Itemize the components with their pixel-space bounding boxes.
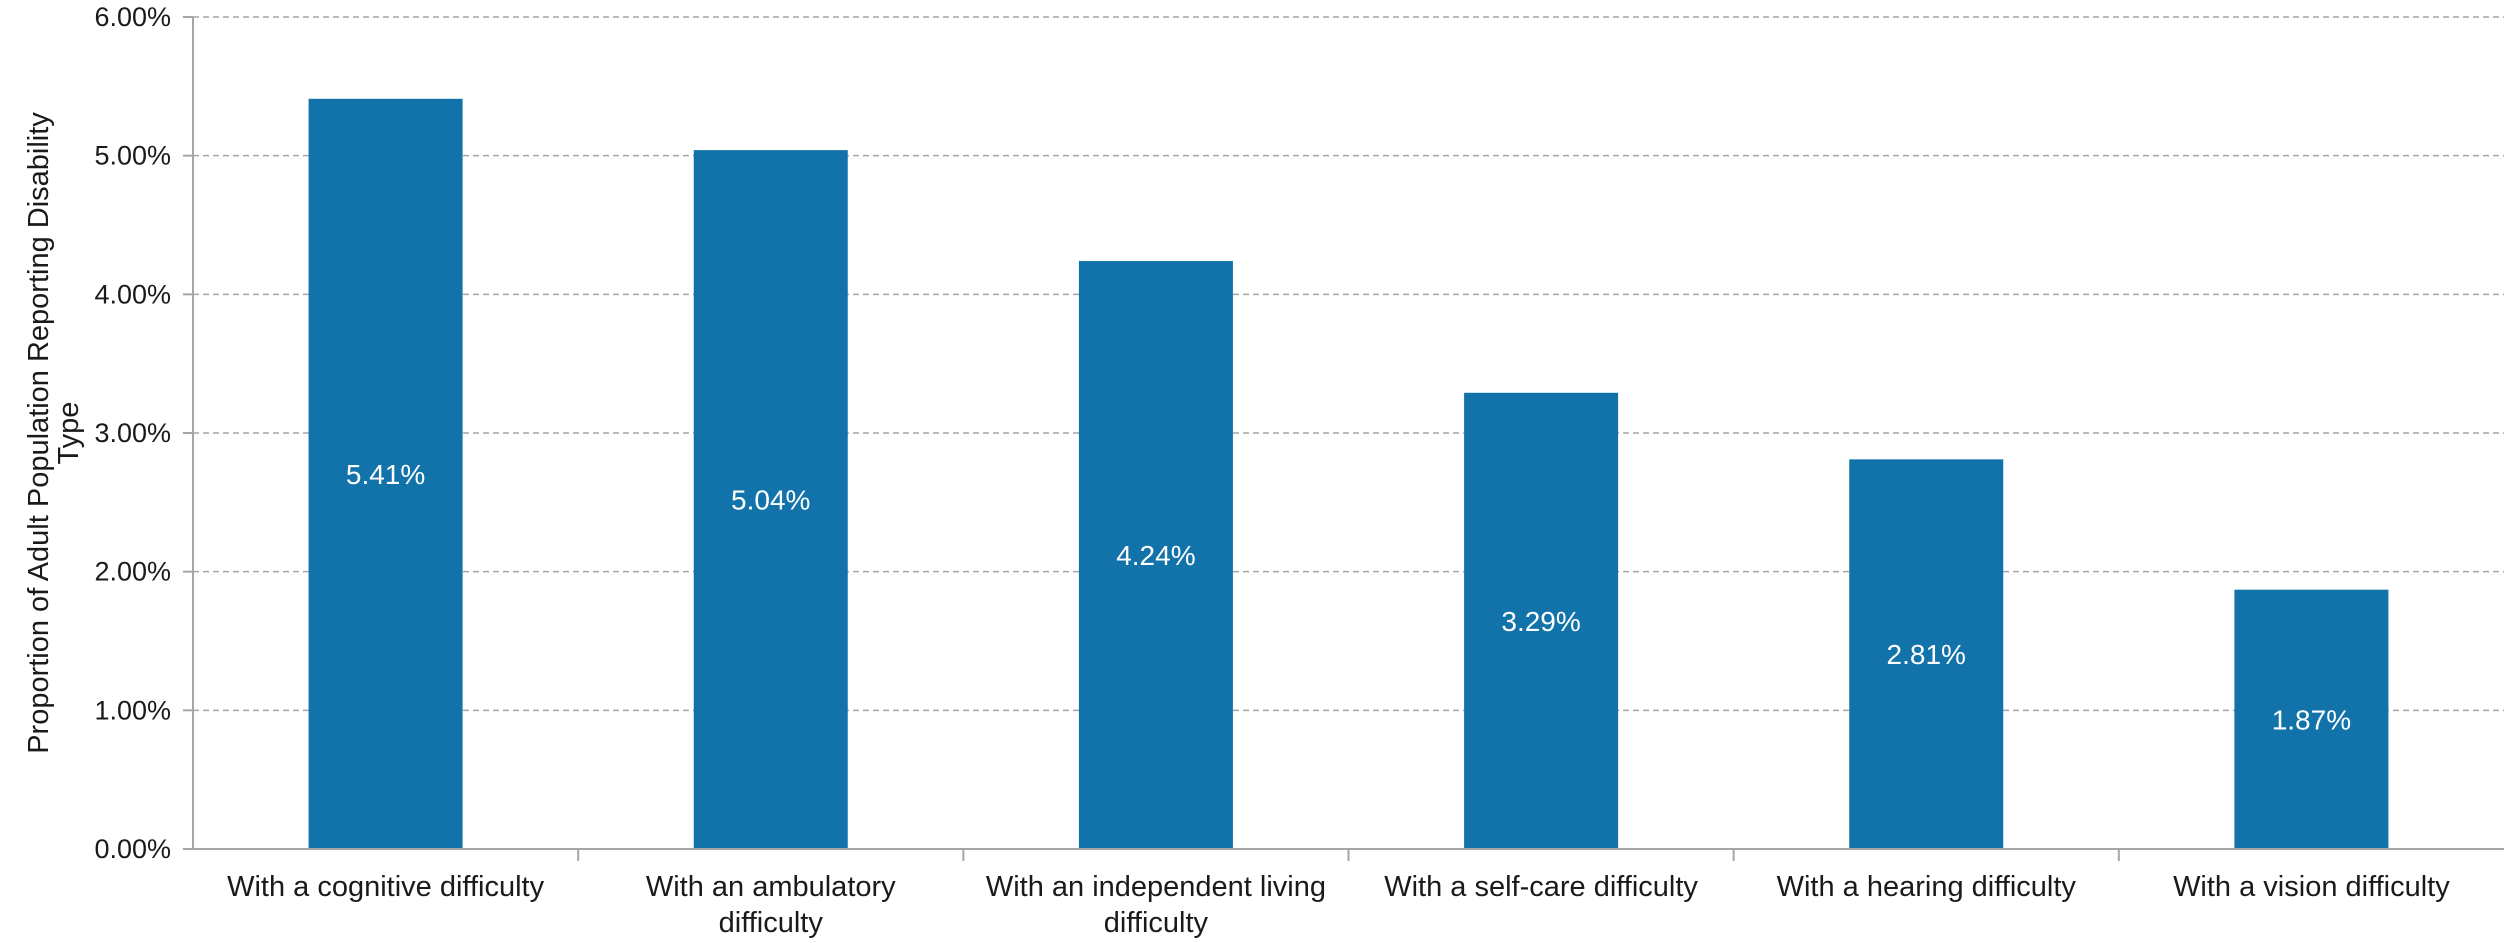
bar xyxy=(1078,261,1233,849)
data-labels: 5.41% 5.04% 4.24% 3.29% 2.81% 1.87% xyxy=(346,459,2351,735)
y-tick-label: 2.00% xyxy=(94,557,171,587)
data-label: 5.04% xyxy=(731,485,810,516)
axes xyxy=(183,16,2504,861)
y-tick-label: 4.00% xyxy=(94,279,171,309)
x-category-labels: With a cognitive difficulty With an ambul… xyxy=(227,871,2450,939)
bar xyxy=(2234,589,2389,849)
x-category-label: With a vision difficulty xyxy=(2173,871,2450,903)
y-tick-label: 5.00% xyxy=(94,141,171,171)
x-category-label: With a cognitive difficulty xyxy=(227,871,544,903)
x-category-label: With an ambulatory difficulty xyxy=(646,871,896,939)
y-tick-labels: 0.00% 1.00% 2.00% 3.00% 4.00% 5.00% 6.00% xyxy=(94,2,171,864)
bar xyxy=(1849,459,2004,849)
x-category-label: With a hearing difficulty xyxy=(1777,871,2077,903)
y-tick-label: 6.00% xyxy=(94,2,171,32)
data-label: 1.87% xyxy=(2272,704,2351,735)
y-tick-label: 0.00% xyxy=(94,834,171,864)
data-label: 4.24% xyxy=(1116,540,1195,571)
gridlines xyxy=(193,16,2504,712)
bar xyxy=(693,150,848,849)
data-label: 3.29% xyxy=(1501,606,1580,637)
x-category-label: With an independent living difficulty xyxy=(986,871,1326,939)
x-category-label: With a self-care difficulty xyxy=(1384,871,1698,903)
bar xyxy=(1464,392,1619,849)
y-axis-title: Proportion of Adult Population Reporting… xyxy=(23,112,85,754)
data-label: 2.81% xyxy=(1887,639,1966,670)
bar xyxy=(308,98,463,849)
data-label: 5.41% xyxy=(346,459,425,490)
y-tick-label: 3.00% xyxy=(94,418,171,448)
bars xyxy=(308,98,2389,849)
y-tick-label: 1.00% xyxy=(94,695,171,725)
